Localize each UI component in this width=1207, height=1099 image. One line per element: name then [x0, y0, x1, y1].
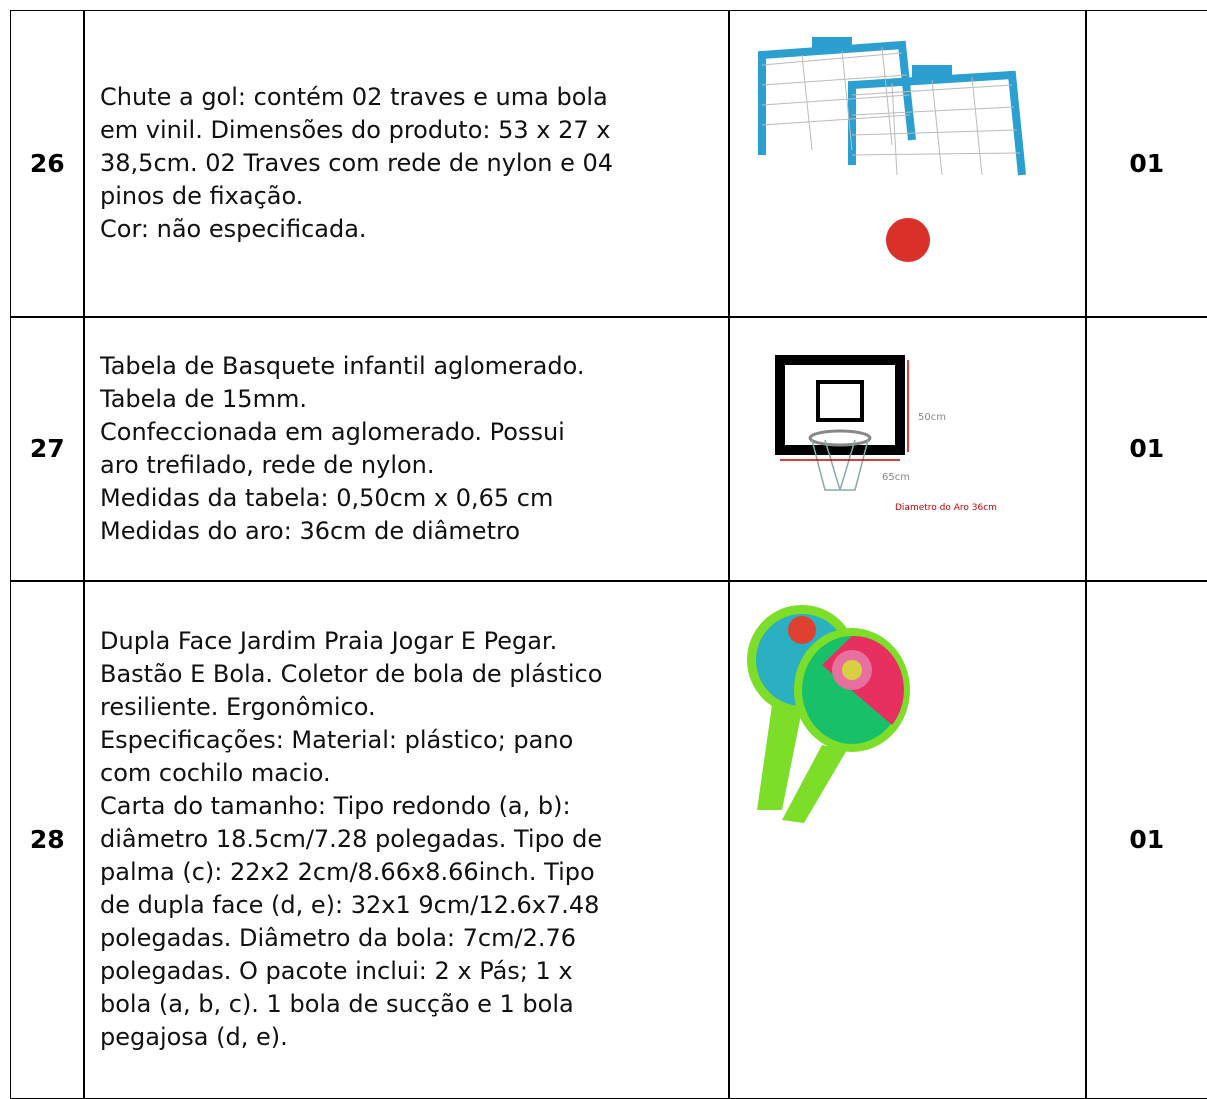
item-quantity: 01 — [1085, 10, 1207, 318]
item-quantity: 01 — [1085, 316, 1207, 582]
description-line: Carta do tamanho: Tipo redondo (a, b): — [100, 791, 571, 820]
description-line: de dupla face (d, e): 32x1 9cm/12.6x7.48 — [100, 890, 600, 919]
description-line: Tabela de Basquete infantil aglomerado. — [100, 351, 585, 380]
description-line: pinos de fixação. — [100, 182, 304, 211]
image-label: 50cm — [918, 412, 946, 423]
description-line: Especificações: Material: plástico; pano — [100, 725, 574, 754]
item-description: Chute a gol: contém 02 traves e uma bola… — [83, 10, 730, 318]
item-number: 26 — [10, 10, 85, 318]
item-description: Tabela de Basquete infantil aglomerado. T… — [83, 316, 730, 582]
description-line: Tabela de 15mm. — [100, 384, 307, 413]
description-line: pegajosa (d, e). — [100, 1022, 288, 1051]
ball — [886, 218, 930, 262]
image-label: 65cm — [882, 472, 910, 483]
image-label: Diametro do Aro 36cm — [895, 503, 997, 513]
description-line: Cor: não especificada. — [100, 215, 367, 244]
description-line: em vinil. Dimensões do produto: 53 x 27 … — [100, 116, 611, 145]
description-line: resiliente. Ergonômico. — [100, 692, 376, 721]
description-line: com cochilo macio. — [100, 758, 331, 787]
basket-image: 50cm 65cm Diametro do Aro 36cm — [775, 355, 997, 513]
description-text: Dupla Face Jardim Praia Jogar E Pegar. Ba… — [100, 625, 602, 1054]
description-line: aro trefilado, rede de nylon. — [100, 450, 435, 479]
goal-badge — [912, 65, 952, 79]
description-line: Confeccionada em aglomerado. Possui — [100, 417, 565, 446]
description-line: Medidas da tabela: 0,50cm x 0,65 cm — [100, 483, 554, 512]
description-line: bola (a, b, c). 1 bola de sucção e 1 bol… — [100, 989, 574, 1018]
paddles-image — [747, 605, 910, 823]
description-line: polegadas. O pacote inclui: 2 x Pás; 1 x — [100, 956, 573, 985]
description-text: Tabela de Basquete infantil aglomerado. T… — [100, 350, 584, 548]
goals-image — [758, 37, 1026, 262]
item-description: Dupla Face Jardim Praia Jogar E Pegar. Ba… — [83, 580, 730, 1099]
item-number: 28 — [10, 580, 85, 1099]
item-image — [728, 10, 1087, 318]
description-line: Dupla Face Jardim Praia Jogar E Pegar. — [100, 626, 558, 655]
description-line: diâmetro 18.5cm/7.28 polegadas. Tipo de — [100, 824, 603, 853]
goal-badge — [812, 37, 852, 51]
description-line: Bastão E Bola. Coletor de bola de plásti… — [100, 659, 603, 688]
description-line: Chute a gol: contém 02 traves e uma bola — [100, 83, 608, 112]
item-image — [728, 316, 1087, 582]
description-line: polegadas. Diâmetro da bola: 7cm/2.76 — [100, 923, 577, 952]
description-line: palma (c): 22x2 2cm/8.66x8.66inch. Tipo — [100, 857, 595, 886]
description-text: Chute a gol: contém 02 traves e uma bola… — [100, 81, 613, 246]
item-number: 27 — [10, 316, 85, 582]
description-line: Medidas do aro: 36cm de diâmetro — [100, 516, 520, 545]
item-quantity: 01 — [1085, 580, 1207, 1099]
description-line: 38,5cm. 02 Traves com rede de nylon e 04 — [100, 149, 614, 178]
